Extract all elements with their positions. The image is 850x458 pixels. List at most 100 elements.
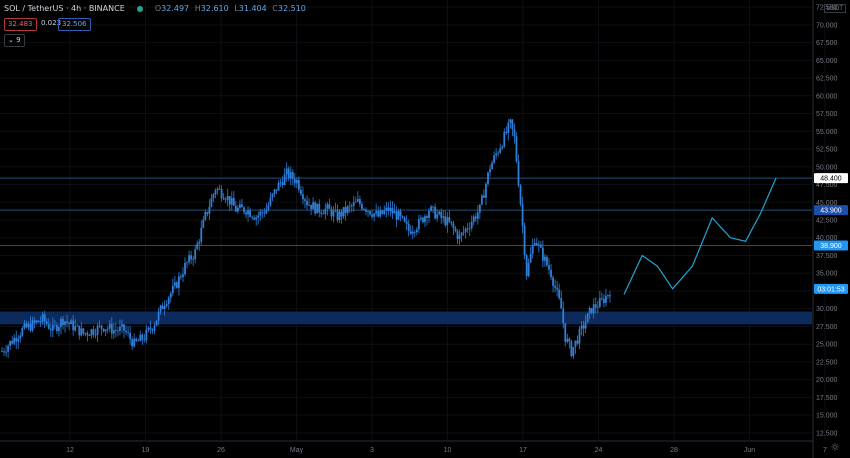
candle-body [586, 313, 589, 323]
candle-body [220, 189, 223, 198]
x-tick-label: 24 [595, 447, 603, 454]
candle-body [123, 324, 125, 331]
candle-body [556, 287, 559, 290]
candle-body [202, 219, 205, 228]
candle-body [210, 198, 213, 207]
candle-body [173, 282, 176, 286]
candle-body [27, 323, 30, 328]
current-price-tag-label: 03:01:53 [817, 286, 844, 293]
candle-body [216, 188, 219, 191]
candle-body [234, 205, 237, 212]
candle-body [517, 161, 520, 186]
candle-body [432, 206, 434, 208]
candle-body [135, 338, 138, 341]
candle-body [393, 211, 396, 214]
candle-body [35, 320, 38, 323]
candle-body [411, 231, 414, 234]
candle-body [478, 204, 481, 213]
x-tick-label: Jun [744, 447, 755, 454]
candle-body [285, 168, 288, 175]
y-tick-label: 15.000 [816, 413, 838, 420]
y-tick-label: 17.500 [816, 395, 838, 402]
candle-body [356, 198, 359, 202]
candle-body [300, 189, 302, 195]
candle-body [531, 245, 534, 254]
candle-body [340, 211, 343, 217]
candle-body [302, 194, 304, 200]
close-value: 32.510 [277, 4, 306, 13]
price-tags: 48.400 43.900 38.900 03:01:53 [814, 173, 848, 294]
candle-body [226, 196, 229, 200]
y-tick-label: 52.500 [816, 147, 838, 154]
y-tick-label: 57.500 [816, 111, 838, 118]
candle-body [539, 244, 542, 248]
candle-body [243, 207, 245, 213]
candle-body [383, 210, 386, 214]
buy-button[interactable]: 32.506 [58, 18, 91, 31]
candle-body [448, 217, 451, 222]
candle-body [501, 146, 504, 149]
candle-body [60, 318, 62, 327]
candle-body [446, 217, 449, 226]
candle-body [519, 185, 522, 204]
candle-body [208, 206, 211, 214]
candle-body [419, 217, 422, 219]
candle-body [149, 327, 152, 330]
candle-body [182, 274, 184, 278]
axis-unit-label[interactable]: USDT [823, 4, 846, 13]
symbol-title[interactable]: SOL / TetherUS · 4h · BINANCE [4, 4, 125, 13]
candle-body [291, 172, 294, 180]
candle-body [454, 228, 457, 232]
candle-body [66, 321, 68, 323]
candle-body [460, 232, 463, 236]
candle-body [171, 285, 174, 294]
candle-body [521, 203, 524, 226]
level-price-tag-label: 48.400 [820, 176, 842, 183]
candle-body [480, 195, 483, 205]
candle-body [13, 337, 16, 344]
candle-body [108, 323, 111, 329]
candle-body [289, 172, 292, 179]
candle-body [114, 330, 117, 331]
indicators-toggle-button[interactable]: ⌄ 9 [4, 34, 25, 47]
candle-body [316, 203, 319, 214]
candle-body [466, 228, 469, 230]
candle-body [387, 207, 390, 212]
candle-body [450, 221, 453, 224]
candle-body [476, 212, 479, 219]
candle-body [100, 325, 103, 329]
candle-body [222, 197, 225, 200]
candle-body [196, 243, 199, 250]
candle-body [458, 235, 461, 239]
candle-body [112, 330, 115, 334]
candle-body [584, 322, 587, 329]
candle-body [151, 329, 154, 331]
open-value: 32.497 [161, 4, 190, 13]
x-tick-label: 26 [217, 447, 225, 454]
candle-body [163, 305, 166, 310]
candle-body [381, 210, 384, 214]
candle-body [51, 324, 54, 331]
settings-gear-icon[interactable]: ☼ [830, 441, 840, 454]
candle-body [137, 340, 140, 342]
candle-body [90, 329, 93, 336]
candle-body [192, 259, 195, 260]
candle-body [31, 320, 34, 331]
x-tick-label: 3 [370, 447, 374, 454]
candle-body [295, 179, 298, 184]
candle-body [576, 340, 579, 344]
candle-body [332, 210, 335, 217]
candle-body [487, 172, 489, 185]
candle-body [98, 325, 101, 327]
candle-body [271, 193, 274, 198]
level-price-tag-label: 43.900 [820, 208, 842, 215]
candle-body [493, 155, 495, 163]
candle-body [318, 203, 321, 213]
candle-body [397, 210, 400, 220]
candle-body [523, 225, 526, 256]
sell-button[interactable]: 32.483 [4, 18, 37, 31]
candle-body [462, 232, 465, 233]
candle-body [598, 298, 601, 308]
